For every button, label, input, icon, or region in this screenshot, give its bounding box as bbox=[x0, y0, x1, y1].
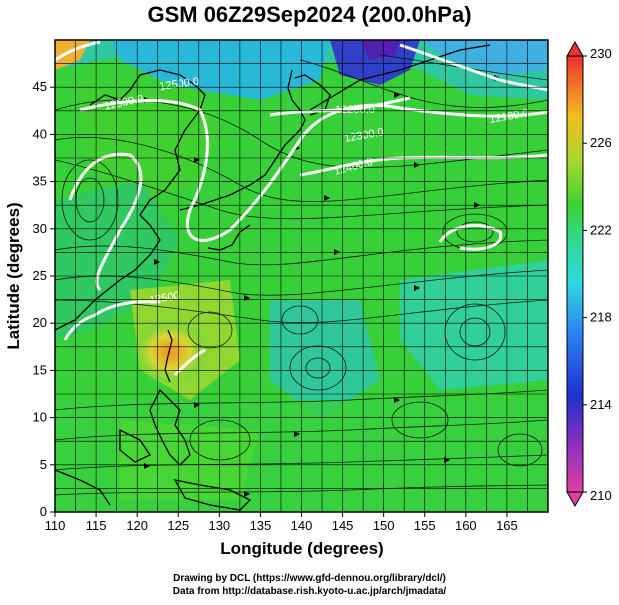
credits: Drawing by DCL (https://www.gfd-dennou.o… bbox=[0, 572, 619, 598]
colorbar-ticks: 230 226 222 218 214 210 bbox=[583, 46, 612, 503]
y-axis-ticks: 0 5 10 15 20 25 30 35 40 45 bbox=[33, 79, 55, 519]
colorbar-tick-label: 210 bbox=[590, 488, 612, 503]
x-tick-label: 130 bbox=[208, 518, 230, 533]
colorbar-gradient bbox=[566, 55, 584, 493]
colorbar-tick-label: 230 bbox=[590, 46, 612, 61]
y-axis-label: Latitude (degrees) bbox=[4, 202, 23, 349]
x-axis-ticks: 110 115 120 125 130 135 140 145 150 155 160 165 bbox=[45, 512, 518, 533]
y-tick-label: 15 bbox=[33, 362, 47, 377]
x-tick-label: 140 bbox=[291, 518, 313, 533]
colorbar-tick-label: 218 bbox=[590, 310, 612, 325]
grid-lines bbox=[55, 40, 548, 512]
x-axis-label: Longitude (degrees) bbox=[220, 539, 383, 558]
colorbar-bottom-triangle bbox=[566, 491, 584, 508]
y-tick-label: 35 bbox=[33, 174, 47, 189]
colorbar: 230 226 222 218 214 210 bbox=[566, 40, 612, 508]
plot-title: GSM 06Z29Sep2024 (200.0hPa) bbox=[147, 2, 472, 27]
contour-label: 12500 bbox=[148, 290, 180, 307]
y-tick-label: 25 bbox=[33, 268, 47, 283]
x-tick-label: 110 bbox=[45, 518, 66, 533]
x-tick-label: 120 bbox=[126, 518, 148, 533]
credit-line-data: Data from http://database.rish.kyoto-u.a… bbox=[172, 586, 447, 597]
x-tick-label: 135 bbox=[250, 518, 272, 533]
x-tick-label: 160 bbox=[455, 518, 477, 533]
y-tick-label: 30 bbox=[33, 221, 47, 236]
contour-label: 12200.0 bbox=[335, 104, 375, 116]
colorbar-tick-label: 226 bbox=[590, 135, 612, 150]
y-tick-label: 5 bbox=[40, 457, 47, 472]
y-tick-label: 20 bbox=[33, 315, 47, 330]
colorbar-tick-label: 214 bbox=[590, 397, 612, 412]
x-tick-label: 150 bbox=[373, 518, 395, 533]
y-tick-label: 0 bbox=[40, 504, 47, 519]
x-tick-label: 145 bbox=[332, 518, 354, 533]
y-tick-label: 40 bbox=[33, 126, 47, 141]
contour-labels: 12500.0 12500.0 12200.0 12300.0 12100.0 … bbox=[103, 76, 530, 307]
contour-label: 12500.0 bbox=[159, 76, 200, 93]
colorbar-top-triangle bbox=[566, 40, 584, 57]
y-tick-label: 45 bbox=[33, 79, 47, 94]
x-tick-label: 125 bbox=[167, 518, 189, 533]
credit-line-drawing: Drawing by DCL (https://www.gfd-dennou.o… bbox=[173, 573, 446, 584]
x-tick-label: 115 bbox=[86, 518, 107, 533]
x-tick-label: 155 bbox=[414, 518, 436, 533]
y-tick-label: 10 bbox=[33, 410, 47, 425]
x-tick-label: 165 bbox=[496, 518, 518, 533]
colorbar-tick-label: 222 bbox=[590, 222, 612, 237]
